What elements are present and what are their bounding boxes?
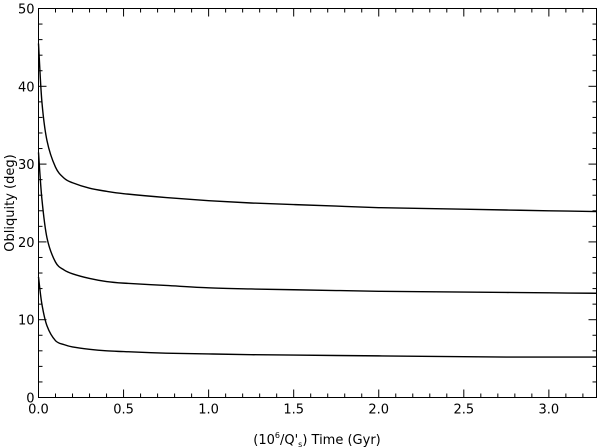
y-tick-label: 0 <box>26 392 34 407</box>
y-tick-label: 40 <box>18 80 35 95</box>
x-axis-title-part-3: ) Time (Gyr) <box>302 433 380 448</box>
x-tick-label: 2.0 <box>368 403 389 418</box>
x-tick-label: 0.5 <box>113 403 134 418</box>
x-axis-title-superscript: 6 <box>275 431 280 440</box>
y-tick-label: 50 <box>18 3 35 18</box>
x-tick-label: 2.5 <box>453 403 474 418</box>
obliquity-curve-lower <box>37 276 597 358</box>
x-tick-label: 3.0 <box>539 403 560 418</box>
x-tick-label: 1.5 <box>283 403 304 418</box>
ticks-layer: 0.0 0.5 1.0 1.5 2.0 2.5 3.0 0 10 20 30 40 50 <box>18 3 597 418</box>
x-tick-label: 0.0 <box>28 403 49 418</box>
plot-frame <box>38 8 597 398</box>
y-tick-label: 20 <box>18 236 35 251</box>
x-axis-title-subscript: s <box>298 440 302 448</box>
y-tick-label: 30 <box>18 158 35 173</box>
y-tick-label: 10 <box>18 314 35 329</box>
curves-layer <box>37 43 597 358</box>
y-axis-title: Obliquity (deg) <box>3 154 18 251</box>
x-axis-title-part-1: (10 <box>253 433 275 448</box>
x-tick-label: 1.0 <box>198 403 219 418</box>
x-axis-title: (106/Q's) Time (Gyr) <box>253 431 380 448</box>
x-axis-title-part-2: /Q' <box>280 433 298 448</box>
obliquity-curve-middle <box>37 152 597 294</box>
obliquity-curve-upper <box>37 43 597 213</box>
